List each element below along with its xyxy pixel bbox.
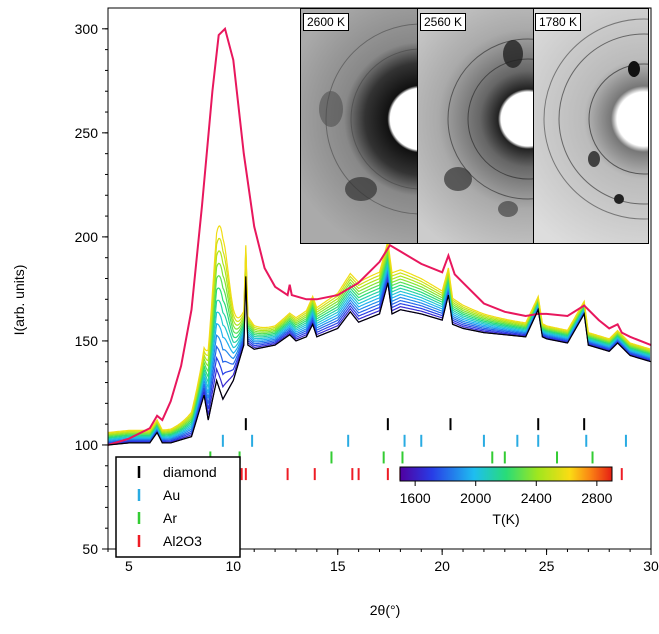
x-tick-label: 15 (330, 558, 346, 574)
series-0 (107, 26, 652, 446)
x-tick-label: 25 (539, 558, 555, 574)
x-axis-label: 2θ(°) (370, 602, 401, 618)
legend-label-ar: Ar (163, 510, 177, 526)
x-tick-label: 10 (226, 558, 242, 574)
y-tick-label: 200 (75, 229, 99, 245)
series-1 (107, 276, 652, 446)
y-axis-label: I(arb. units) (11, 265, 27, 336)
legend-label-diamond: diamond (163, 464, 217, 480)
diffraction-image-3 (533, 9, 648, 243)
colorbar-label: T(K) (492, 511, 519, 527)
temperature-series-1640 (107, 273, 651, 445)
diffraction-image-2 (417, 9, 534, 243)
x-tick-label: 30 (643, 558, 659, 574)
legend-box (115, 456, 241, 558)
y-tick-label: 150 (75, 333, 99, 349)
legend-label-au: Au (163, 487, 180, 503)
inset-label-3: 1780 K (535, 13, 582, 31)
inset-panel: 2600 K 2560 K 1780 K (300, 8, 649, 244)
temperature-series-1800 (107, 269, 651, 443)
y-tick-label: 250 (75, 125, 99, 141)
x-tick-label: 20 (434, 558, 450, 574)
colorbar: 1600 2000 2400 2800 T(K) (399, 466, 613, 527)
colorbar-gradient (399, 466, 613, 482)
plot-area (107, 26, 652, 446)
temperature-series-1880 (107, 266, 651, 442)
diffraction-image-1 (301, 9, 417, 243)
y-tick-label: 100 (75, 437, 99, 453)
inset-label-2: 2560 K (420, 13, 467, 31)
temperature-series-1720 (107, 271, 651, 444)
temperature-series-2600 (107, 225, 651, 434)
inset-label-1: 2600 K (303, 13, 350, 31)
colorbar-tick-label: 2000 (460, 490, 491, 506)
legend-label-al2o3: Al2O3 (163, 533, 202, 549)
colorbar-tick-label: 2400 (521, 490, 552, 506)
x-tick-label: 5 (125, 558, 133, 574)
y-tick-label: 300 (75, 21, 99, 37)
colorbar-tick-label: 2800 (581, 490, 612, 506)
y-tick-label: 50 (82, 541, 98, 557)
legend: diamond Au Ar Al2O3 (115, 456, 241, 558)
colorbar-tick-label: 1600 (400, 490, 431, 506)
